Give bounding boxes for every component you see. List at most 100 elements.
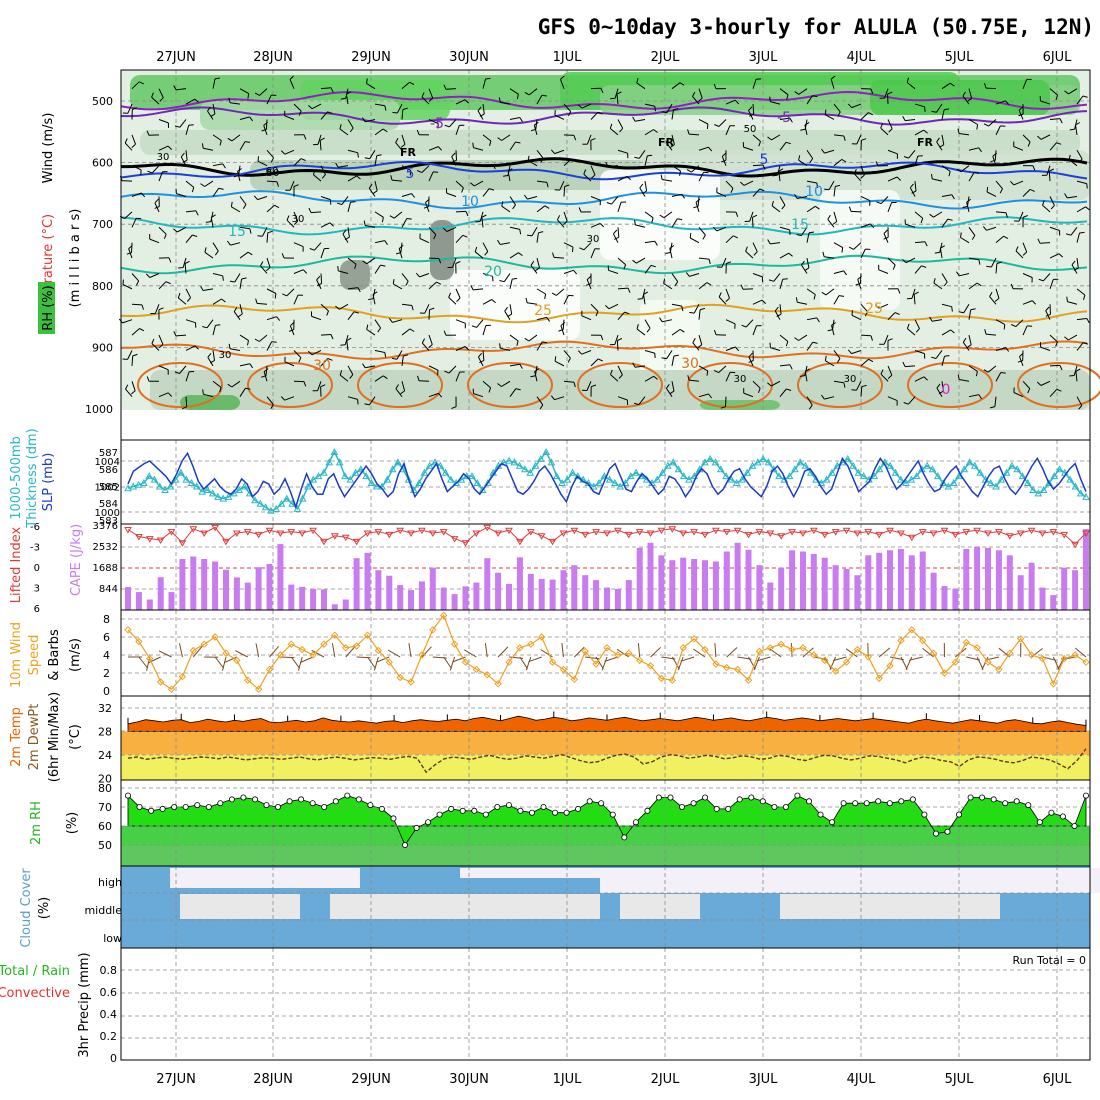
wind-barb xyxy=(779,364,790,367)
wind-barb-flag xyxy=(681,306,684,312)
thickness-point xyxy=(547,458,556,466)
thickness-point xyxy=(574,472,582,480)
wind-barb-flag xyxy=(518,252,523,257)
wind-barb-flag xyxy=(692,338,696,343)
wind-barb xyxy=(590,358,599,367)
cape-bar xyxy=(146,599,153,610)
wind-barb xyxy=(968,88,973,99)
cloud-gap xyxy=(600,868,1100,893)
thickness-point xyxy=(415,479,423,487)
wind-barb xyxy=(617,119,624,129)
wind-barb-flag xyxy=(202,389,204,395)
wind-barb xyxy=(365,365,376,369)
isotherm-line xyxy=(120,254,1088,275)
lifted-index-point xyxy=(407,530,415,537)
thickness-point xyxy=(235,485,243,493)
wind-barb xyxy=(995,347,1006,351)
wind-barb-flag xyxy=(923,376,928,381)
lifted-index-point xyxy=(690,529,698,536)
wind-barb xyxy=(185,234,193,243)
rh-point xyxy=(621,834,628,841)
wind-speed-point xyxy=(537,633,546,641)
lifted-index-point xyxy=(820,531,829,539)
wind-barb xyxy=(718,119,727,127)
cape-bar xyxy=(462,586,469,610)
wind-barb-flag xyxy=(489,140,492,146)
wind-barb xyxy=(401,355,404,366)
thickness-point xyxy=(1002,468,1011,476)
wind-barb xyxy=(608,303,619,310)
wind-barb-flag xyxy=(173,228,178,233)
wind-barb xyxy=(939,248,943,259)
wind-barb-flag xyxy=(1086,183,1088,189)
wind-barb-flag xyxy=(962,337,967,343)
wind-barb xyxy=(932,178,943,182)
lifted-index-point xyxy=(701,531,709,539)
wind-barb xyxy=(878,269,889,274)
wind-barb-flag xyxy=(794,337,799,341)
wind-barb-flag xyxy=(307,350,313,356)
wind-barb-flag xyxy=(853,168,857,174)
wind-barb xyxy=(289,325,295,336)
wind-barb-flag xyxy=(124,138,128,144)
wind-barb-flag xyxy=(254,338,260,342)
rh-shading xyxy=(700,400,780,410)
thickness-point xyxy=(182,475,191,483)
wind-barb xyxy=(395,142,403,151)
wind-barb-flag xyxy=(708,146,713,152)
wind-barb-flag xyxy=(207,353,212,358)
wind-speed-point xyxy=(581,647,589,656)
wind-barb xyxy=(824,114,835,120)
wind-barb xyxy=(1042,273,1051,282)
wind-barb xyxy=(987,365,997,373)
wind-barb xyxy=(401,134,406,145)
isotherm-label: 5 xyxy=(406,166,415,182)
thickness-point xyxy=(971,461,979,469)
wind-barb xyxy=(428,88,434,99)
rh-point xyxy=(909,796,916,803)
wind-barb xyxy=(473,393,484,398)
wind-barb xyxy=(536,316,547,321)
wind-speed-point xyxy=(483,671,491,679)
rh-point xyxy=(933,830,940,837)
wind-barb-flag xyxy=(897,288,901,294)
wind-barb xyxy=(962,342,970,351)
wind-barb-flag xyxy=(713,83,717,89)
wind-barb xyxy=(192,645,203,658)
wind-barb xyxy=(320,222,331,228)
rh-point xyxy=(1048,809,1055,816)
wind-speed-point xyxy=(276,651,285,659)
wind-barb xyxy=(293,211,299,222)
thickness-point xyxy=(256,499,265,507)
rh-point xyxy=(632,819,639,826)
wind-barb xyxy=(536,205,546,213)
rh-point xyxy=(274,804,281,811)
wind-barb-flag xyxy=(813,294,816,300)
thickness-point xyxy=(775,472,783,480)
run-total: Run Total = 0 xyxy=(1013,954,1087,967)
wind-barb-flag xyxy=(499,343,501,349)
thickness-point xyxy=(383,475,392,483)
wind-barb xyxy=(884,88,889,99)
wind-barb xyxy=(859,273,862,284)
wind-barb xyxy=(914,103,925,108)
wind-barb xyxy=(347,396,358,400)
rh-contour-label: 30 xyxy=(157,152,170,163)
wind-barb-flag xyxy=(573,269,578,275)
wind-barb-flag xyxy=(280,396,285,401)
wind-barb xyxy=(941,303,952,308)
wind-barb-flag xyxy=(999,188,1003,194)
wind-barb-flag xyxy=(362,260,368,265)
cape-bar xyxy=(125,587,131,610)
wind-barb xyxy=(320,303,329,312)
wind-barb xyxy=(266,316,277,321)
wind-barb-flag xyxy=(477,106,482,112)
wind-barb xyxy=(421,165,430,173)
wind-barb-flag xyxy=(244,141,251,143)
wind-barb xyxy=(663,211,673,219)
top-date-label: 6JUL xyxy=(1043,50,1073,65)
wind-barb-flag xyxy=(851,389,857,391)
wind-barb-flag xyxy=(599,223,605,228)
wind-barb xyxy=(368,188,376,197)
